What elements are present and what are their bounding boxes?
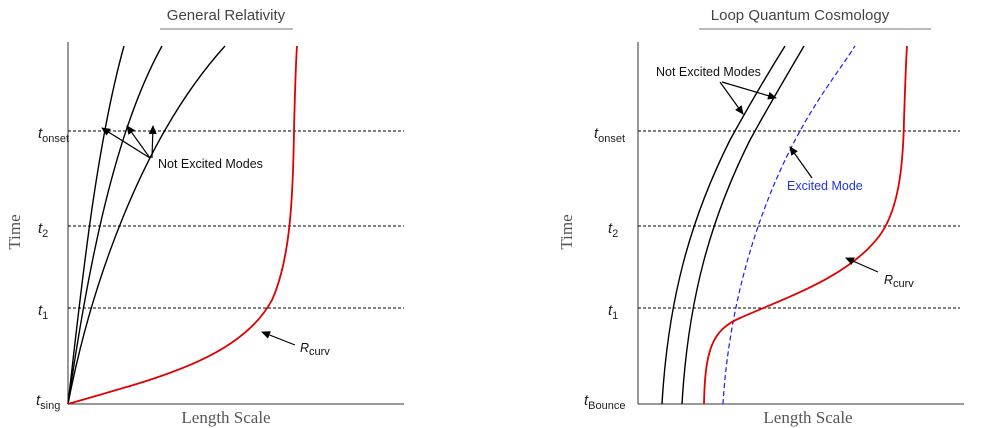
right-modes-arrow-2 xyxy=(721,81,777,100)
right-tick-onset: tonset xyxy=(594,125,625,145)
left-tick-singularity: tsing xyxy=(36,392,60,412)
left-curv-annotation: Rcurv xyxy=(300,341,330,358)
left-modes-arrow-3 xyxy=(148,125,157,159)
right-excited-arrow xyxy=(789,146,813,179)
right-tick-t1: t1 xyxy=(608,302,618,322)
left-panel-title: General Relativity xyxy=(167,7,286,24)
left-modes-annotation: Not Excited Modes xyxy=(158,157,263,171)
left-tick-onset: tonset xyxy=(38,125,69,145)
right-mode-curve-1 xyxy=(661,45,786,405)
left-mode-curve-3 xyxy=(67,45,226,405)
right-curv-annotation: Rcurv xyxy=(884,273,914,290)
left-modes-arrow-2 xyxy=(126,125,151,159)
right-panel-title: Loop Quantum Cosmology xyxy=(711,7,890,24)
right-x-axis-label: Length Scale xyxy=(763,408,852,427)
right-modes-annotation: Not Excited Modes xyxy=(656,65,761,79)
right-panel: Loop Quantum Cosmology tonset t2 t1 tBou… xyxy=(557,7,964,427)
left-y-axis-label: Time xyxy=(5,214,24,249)
right-modes-arrow-1 xyxy=(719,81,744,115)
right-y-axis-label: Time xyxy=(557,214,576,249)
left-curv-arrow xyxy=(261,331,296,346)
right-excited-annotation: Excited Mode xyxy=(787,179,863,193)
right-excited-mode-curve xyxy=(722,45,856,405)
right-mode-curve-2 xyxy=(681,45,805,405)
right-curv-arrow xyxy=(845,257,879,273)
left-tick-t1: t1 xyxy=(38,302,48,322)
left-modes-arrow-1 xyxy=(101,127,151,159)
left-mode-curve-1 xyxy=(67,45,125,405)
left-panel: General Relativity tonset t2 t1 tsing Le… xyxy=(5,7,404,427)
right-tick-bounce: tBounce xyxy=(584,392,625,412)
right-curvature-curve xyxy=(703,45,908,405)
right-tick-t2: t2 xyxy=(608,220,618,240)
left-x-axis-label: Length Scale xyxy=(181,408,270,427)
left-tick-t2: t2 xyxy=(38,220,48,240)
left-mode-curve-2 xyxy=(67,45,163,405)
left-curvature-curve xyxy=(67,45,298,405)
